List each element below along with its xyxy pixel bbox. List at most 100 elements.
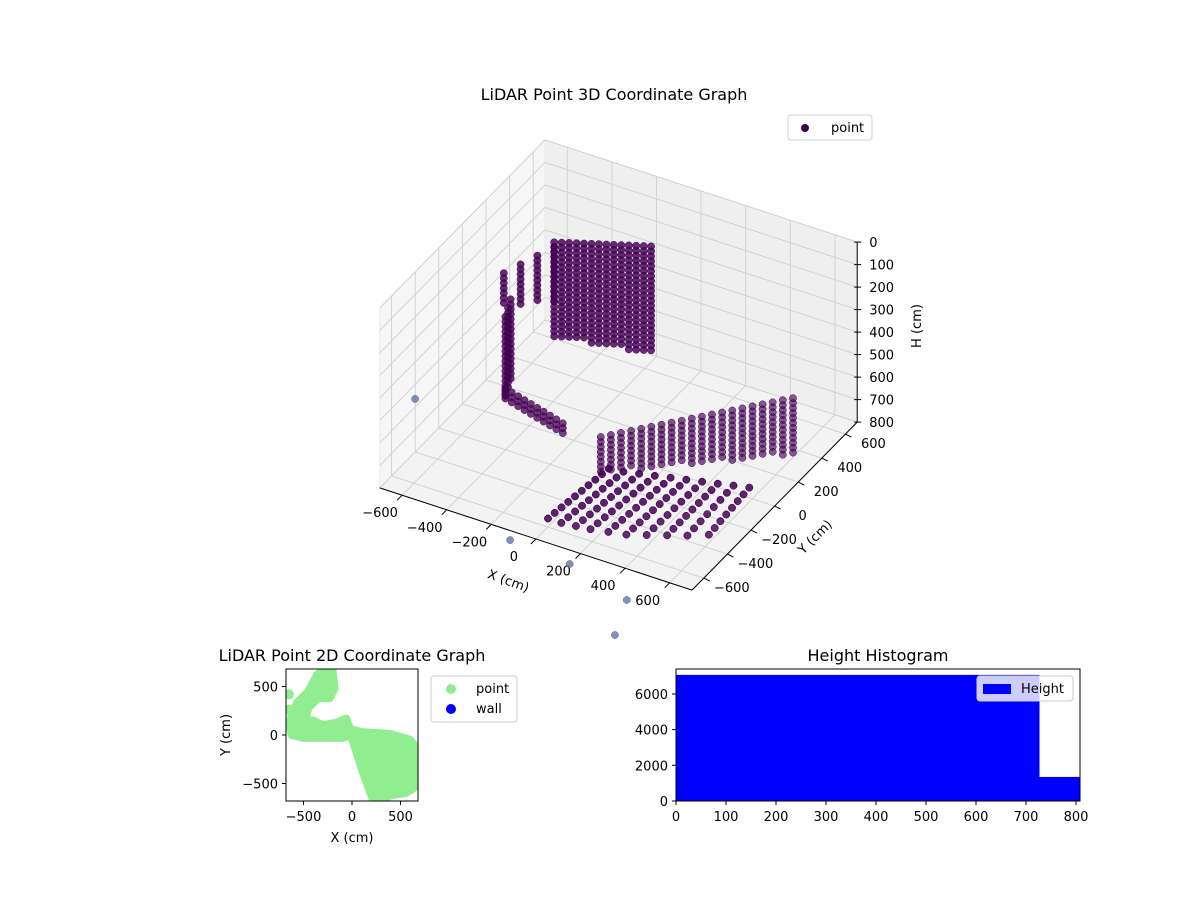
y-tick-label: 600 (861, 437, 886, 452)
2d-plot: LiDAR Point 2D Coordinate Graph −500 0 500… (219, 646, 518, 846)
histogram: Height Histogram 0 100 200 300 400 500 600 700 8… (635, 646, 1089, 825)
x-tick (485, 524, 492, 530)
x-axis-label: X (cm) (485, 567, 531, 596)
lidar-point (598, 470, 606, 479)
y-axis-line (691, 421, 858, 591)
y-tick (774, 505, 781, 510)
x-tick-label: 600 (635, 594, 660, 609)
y-tick-label: −500 (242, 778, 278, 793)
lidar-point (600, 513, 609, 522)
histogram-bar (1039, 776, 1080, 801)
lidar-point (572, 522, 580, 530)
lidar-point (632, 345, 641, 354)
y-tick-label: 0 (798, 509, 806, 524)
lidar-point (607, 493, 615, 501)
x-tick-label: 500 (914, 810, 939, 825)
lidar-point (584, 481, 593, 490)
lidar-point (624, 345, 633, 354)
y-tick-label: 400 (837, 461, 862, 476)
outlier-point (411, 395, 419, 403)
x-tick-label: 500 (388, 810, 413, 825)
x-tick-label: 300 (814, 810, 839, 825)
h-tick-label: 0 (869, 236, 877, 251)
lidar-point (520, 406, 529, 414)
lidar-point (586, 510, 594, 519)
lidar-point (669, 524, 678, 533)
lidar-point (587, 338, 596, 347)
lidar-point (611, 522, 620, 530)
lidar-point (580, 333, 588, 342)
x-tick-label: 600 (964, 810, 989, 825)
lidar-point (652, 485, 661, 494)
lidar-point (557, 332, 566, 341)
lidar-point (643, 477, 652, 486)
lidar-point (591, 475, 600, 484)
lidar-point (729, 481, 738, 490)
lidar-point (629, 524, 637, 533)
lidar-point (558, 429, 567, 437)
lidar-point (667, 458, 676, 467)
grid-line-h (544, 161, 858, 266)
lidar-point (778, 450, 787, 459)
x-tick-label: 800 (1064, 810, 1089, 825)
point-blob (286, 704, 294, 715)
outlier-point (506, 536, 514, 544)
y-tick-label: −200 (761, 533, 797, 548)
legend-marker-point (801, 124, 809, 132)
lidar-point (650, 471, 659, 480)
lidar-point (533, 296, 542, 304)
lidar-point (602, 339, 611, 348)
lidar-point (682, 512, 690, 520)
lidar-point (593, 504, 601, 513)
lidar-point (600, 498, 608, 507)
grid-line-h (379, 229, 546, 399)
lidar-point (666, 473, 675, 482)
x-tick-label: 200 (764, 810, 789, 825)
lidar-point (647, 346, 655, 355)
lidar-point (546, 421, 554, 430)
lidar-point (572, 333, 581, 342)
x-tick (664, 582, 671, 589)
outlier-point (622, 596, 631, 604)
lidar-point (684, 491, 693, 499)
x-tick-label: 0 (348, 810, 356, 825)
lidar-point (722, 510, 731, 519)
lidar-point (618, 516, 627, 524)
lidar-point (688, 505, 697, 514)
lidar-point (694, 499, 703, 507)
grid-line-h (544, 184, 858, 288)
point-region (346, 725, 418, 801)
lidar-point (635, 469, 643, 478)
h-tick-label: 700 (869, 394, 894, 409)
lidar-point (507, 398, 516, 407)
lidar-point (607, 465, 615, 474)
lidar-point (789, 448, 797, 457)
lidar-point (677, 456, 686, 465)
x-tick-label: 0 (672, 810, 680, 825)
x-tick-label: −400 (407, 521, 443, 536)
2d-y-label: Y (cm) (219, 714, 234, 757)
lidar-point (745, 483, 754, 492)
lidar-point (628, 475, 636, 484)
lidar-point (636, 483, 645, 492)
2d-title: LiDAR Point 2D Coordinate Graph (219, 646, 486, 665)
x-tick-label: −600 (362, 506, 398, 521)
outlier-point (611, 631, 619, 639)
y-tick (727, 553, 734, 558)
lidar-point (728, 503, 736, 512)
3d-title: LiDAR Point 3D Coordinate Graph (481, 85, 748, 104)
y-tick-label: 4000 (635, 724, 668, 739)
lidar-point (698, 457, 706, 465)
y-tick (821, 457, 829, 462)
outlier-point (565, 560, 574, 568)
lidar-point (608, 507, 616, 516)
lidar-point (621, 481, 629, 490)
x-tick (396, 494, 403, 501)
legend-swatch-height (983, 684, 1011, 694)
lidar-point (642, 531, 651, 539)
lidar-point (533, 413, 542, 422)
x-tick-label: 400 (591, 579, 616, 594)
grid-line-h (379, 184, 546, 354)
x-tick-label: 200 (546, 565, 571, 580)
lidar-point (698, 477, 706, 486)
